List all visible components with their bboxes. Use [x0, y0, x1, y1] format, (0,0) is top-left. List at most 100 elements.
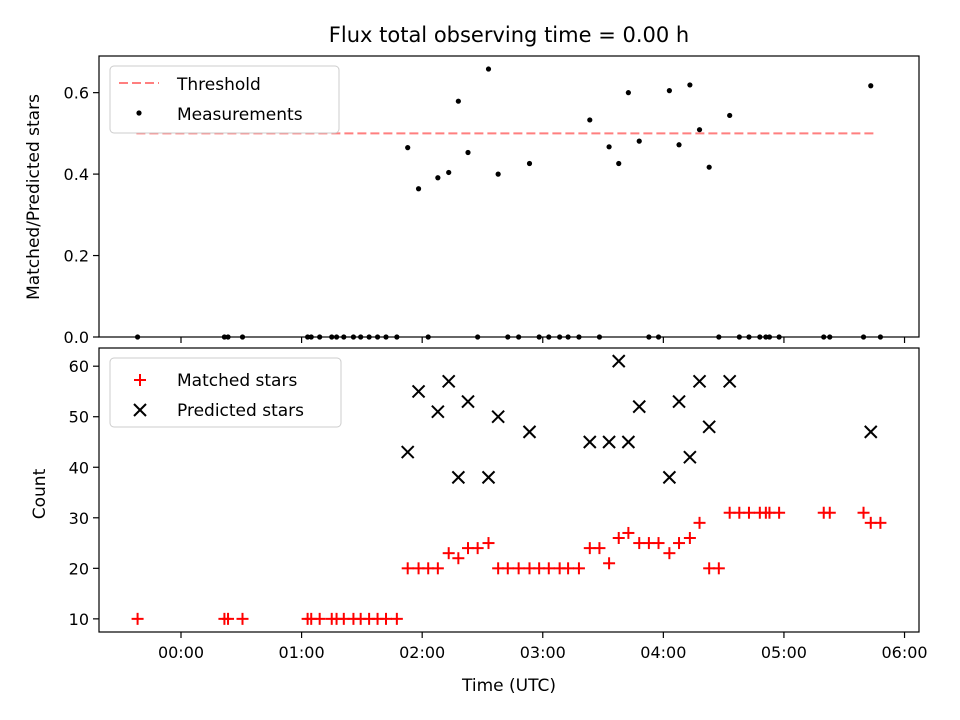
x-axis-label: Time (UTC)	[461, 676, 556, 696]
predicted-star-point	[522, 425, 537, 439]
bottom-y-tick-label: 50	[69, 408, 89, 427]
bottom-y-tick-label: 20	[69, 559, 89, 578]
measurement-point	[526, 160, 533, 167]
bottom-x-tick-label: 05:00	[761, 643, 807, 662]
bottom-x-tick-label: 06:00	[881, 643, 927, 662]
measurement-point	[868, 83, 874, 89]
matched-star-point	[683, 532, 696, 545]
matched-star-point	[673, 537, 686, 550]
matched-star-point	[542, 562, 555, 575]
top-y-tick-label: 0.2	[64, 247, 89, 266]
predicted-star-point	[411, 384, 426, 399]
matched-star-point	[236, 612, 249, 625]
predicted-star-point	[481, 470, 496, 485]
matched-star-point	[663, 547, 676, 560]
matched-star-point	[442, 547, 455, 560]
predicted-star-point	[662, 470, 677, 485]
predicted-star-point	[692, 374, 707, 389]
predicted-star-point	[461, 394, 475, 409]
top-y-axis-label: Matched/Predicted stars	[24, 94, 44, 300]
measurement-point	[606, 144, 612, 150]
matched-star-point	[823, 506, 836, 519]
legend-measurements-label: Measurements	[177, 105, 303, 125]
legend-matched-swatch	[134, 374, 146, 386]
measurement-point	[666, 88, 672, 94]
matched-star-point	[712, 562, 725, 575]
predicted-star-point	[602, 435, 616, 449]
top-legend-box	[109, 65, 340, 134]
bottom-x-tick-label: 02:00	[399, 643, 445, 662]
bottom-x-tick-label: 01:00	[279, 643, 325, 662]
top-panel: Flux total observing time = 0.00 h Match…	[24, 23, 920, 347]
bottom-legend-box	[109, 357, 342, 428]
measurement-point	[455, 98, 461, 104]
predicted-star-point	[583, 435, 597, 449]
matched-star-point	[773, 506, 786, 519]
predicted-star-point	[612, 354, 626, 368]
measurement-point	[435, 175, 441, 181]
matched-star-point	[622, 526, 635, 539]
matched-star-point	[742, 506, 755, 519]
matched-star-point	[380, 612, 392, 625]
matched-star-point	[603, 557, 616, 570]
measurement-point	[636, 138, 642, 144]
bottom-y-axis-label: Count	[30, 468, 50, 519]
measurement-point	[485, 66, 492, 72]
matched-star-point	[572, 562, 585, 575]
measurement-point	[405, 145, 411, 151]
top-y-tick-label: 0.4	[64, 165, 89, 184]
bottom-axes-frame	[98, 347, 920, 633]
matched-star-point	[431, 562, 444, 575]
matched-star-point	[612, 532, 625, 545]
predicted-star-point	[491, 410, 505, 424]
bottom-y-tick-label: 40	[69, 458, 89, 477]
measurement-point	[616, 160, 622, 167]
measurement-point	[706, 164, 712, 170]
measurement-point	[727, 112, 733, 119]
matched-star-point	[401, 562, 414, 575]
matched-star-point	[501, 562, 514, 575]
matched-star-point	[874, 516, 887, 529]
top-legend: Threshold Measurements	[109, 65, 340, 134]
measurement-point	[696, 127, 703, 133]
predicted-star-point	[621, 435, 636, 449]
matched-star-point	[652, 537, 665, 550]
bottom-x-tick-label: 03:00	[520, 643, 566, 662]
bottom-y-tick-label: 60	[69, 357, 89, 376]
predicted-star-point	[632, 399, 646, 414]
bottom-legend: Matched stars Predicted stars	[109, 357, 342, 428]
predicted-star-point	[722, 374, 737, 389]
measurement-point	[676, 142, 682, 148]
predicted-star-point	[683, 450, 697, 464]
matched-star-point	[313, 612, 326, 625]
measurement-point	[587, 117, 593, 123]
legend-threshold-label: Threshold	[176, 75, 261, 95]
matched-star-point	[693, 516, 706, 529]
matched-star-point	[562, 562, 575, 575]
measurement-point	[465, 149, 471, 156]
matched-star-point	[471, 542, 484, 555]
predicted-star-point	[702, 420, 716, 434]
predicted-star-point	[441, 374, 456, 389]
bottom-y-tick-label: 10	[69, 610, 89, 629]
predicted-star-point	[864, 425, 878, 439]
legend-matched-label: Matched stars	[177, 371, 297, 391]
matched-star-point	[390, 612, 403, 625]
measurement-point	[446, 169, 452, 176]
bottom-x-tick-label: 00:00	[158, 643, 204, 662]
bottom-y-tick-label: 30	[69, 509, 89, 528]
legend-measurements-swatch	[136, 110, 142, 116]
predicted-star-point	[451, 470, 466, 485]
predicted-star-point	[400, 445, 415, 459]
matched-star-point	[452, 552, 465, 565]
bottom-plot-area	[131, 354, 887, 625]
matched-star-point	[482, 537, 495, 550]
bottom-panel: Count Time (UTC) 10 20 30 40 50 60 00:00 01:00 0…	[30, 347, 928, 696]
legend-predicted-swatch	[133, 403, 147, 417]
legend-predicted-label: Predicted stars	[177, 401, 304, 421]
matched-star-point	[131, 612, 144, 625]
chart-title: Flux total observing time = 0.00 h	[329, 23, 689, 47]
measurement-point	[495, 171, 501, 177]
top-y-tick-label: 0.0	[64, 328, 89, 347]
